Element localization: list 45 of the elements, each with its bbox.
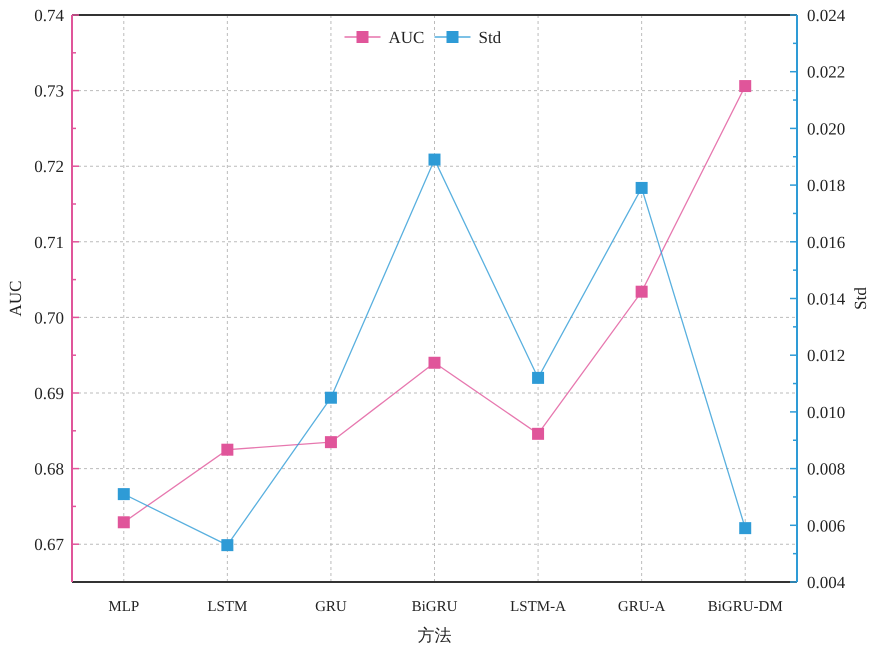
ylabel: AUC	[6, 280, 25, 316]
y-tick-label: 0.70	[34, 308, 64, 328]
y2-tick-label: 0.014	[807, 290, 846, 308]
y-tick-label: 0.67	[34, 535, 64, 554]
y2label: Std	[851, 287, 870, 310]
point	[118, 516, 130, 528]
x-tick-label: GRU-A	[618, 599, 666, 615]
y2-tick-label: 0.010	[807, 402, 846, 422]
x-tick-label: BiGRU	[412, 599, 458, 615]
point	[532, 372, 544, 384]
point	[739, 80, 752, 92]
y2-tick-label: 0.024	[807, 6, 846, 25]
point	[221, 444, 234, 456]
y2-tick-label: 0.012	[807, 346, 846, 366]
point	[532, 428, 544, 440]
point	[636, 182, 648, 194]
point	[636, 286, 648, 298]
y-tick-label: 0.68	[34, 460, 64, 479]
legend-label: AUC	[388, 28, 424, 47]
y2-tick-label: 0.004	[807, 573, 846, 592]
point	[428, 356, 440, 369]
x-tick-label: GRU	[315, 599, 347, 615]
point	[118, 488, 130, 500]
xlabel: 方法	[418, 626, 452, 645]
y2-tick-label: 0.020	[807, 119, 846, 138]
point	[324, 436, 337, 448]
y2-tick-label: 0.016	[807, 232, 846, 252]
x-tick-label: LSTM-A	[510, 599, 566, 615]
y-tick-label: 0.72	[34, 157, 64, 176]
y-tick-label: 0.69	[34, 384, 64, 403]
y2-tick-label: 0.018	[807, 176, 846, 196]
point	[739, 522, 752, 534]
x-tick-label: MLP	[108, 599, 140, 615]
x-tick-label: LSTM	[207, 599, 248, 615]
y2-tick-label: 0.008	[807, 460, 846, 479]
y-tick-label: 0.73	[34, 82, 64, 101]
point	[221, 539, 234, 552]
y2-tick-label: 0.006	[807, 516, 846, 536]
y2-tick-label: 0.022	[807, 62, 846, 82]
x-tick-label: BiGRU-DM	[708, 599, 783, 615]
legend-label: Std	[478, 28, 502, 47]
y-tick-label: 0.71	[34, 232, 64, 252]
point	[324, 392, 337, 404]
point	[428, 154, 440, 166]
y-tick-label: 0.74	[34, 6, 64, 25]
